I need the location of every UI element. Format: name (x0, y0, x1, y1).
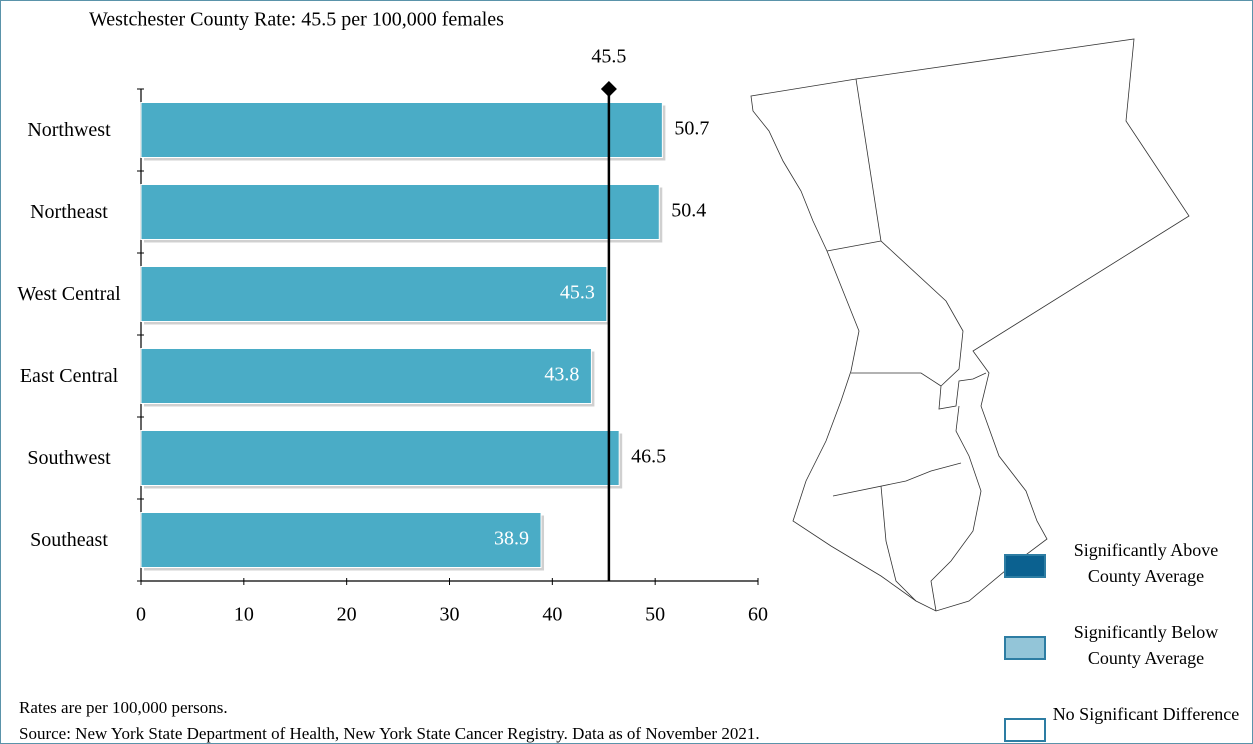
map-outline (750, 38, 1190, 612)
x-tick-label: 0 (136, 604, 146, 626)
y-tick-label: Northeast (30, 201, 108, 223)
bar (140, 430, 620, 486)
x-tick-label: 40 (542, 604, 562, 626)
bar (140, 348, 592, 404)
map-border (851, 372, 942, 387)
data-label: 38.9 (494, 528, 529, 550)
reference-marker (600, 81, 617, 97)
reference-label: 45.5 (591, 46, 626, 68)
x-tick-label: 30 (440, 604, 460, 626)
bar (140, 266, 608, 322)
chart-title: Westchester County Rate: 45.5 per 100,00… (89, 9, 504, 31)
y-tick-label: Northwest (27, 119, 111, 141)
bar (140, 184, 660, 240)
data-label: 45.3 (560, 282, 595, 304)
data-label: 46.5 (631, 446, 666, 468)
map-border (930, 405, 982, 612)
bar (140, 102, 663, 158)
x-tick-label: 50 (645, 604, 665, 626)
footnote: Rates are per 100,000 persons. (19, 698, 228, 717)
legend-swatch (1004, 718, 1046, 742)
legend-label: Significantly Below County Average (1073, 622, 1219, 668)
bar (140, 512, 542, 568)
x-tick-label: 20 (337, 604, 357, 626)
map-border (832, 462, 962, 497)
y-tick-label: Southeast (30, 529, 108, 551)
legend-swatch (1004, 636, 1046, 660)
map-border (826, 240, 882, 252)
legend-label: Significantly Above County Average (1073, 540, 1219, 586)
data-label: 43.8 (544, 364, 579, 386)
x-tick-label: 10 (234, 604, 254, 626)
map (750, 38, 1190, 612)
y-tick-label: Southwest (27, 447, 111, 469)
data-label: 50.7 (674, 118, 709, 140)
legend-swatch (1004, 554, 1046, 578)
y-tick-label: East Central (19, 365, 119, 387)
y-tick-label: West Central (17, 283, 121, 305)
map-border (880, 485, 917, 602)
x-tick-label: 60 (748, 604, 768, 626)
footnote: Source: New York State Department of Hea… (19, 724, 760, 743)
legend-label: No Significant Difference (1052, 704, 1240, 724)
data-label: 50.4 (671, 200, 706, 222)
